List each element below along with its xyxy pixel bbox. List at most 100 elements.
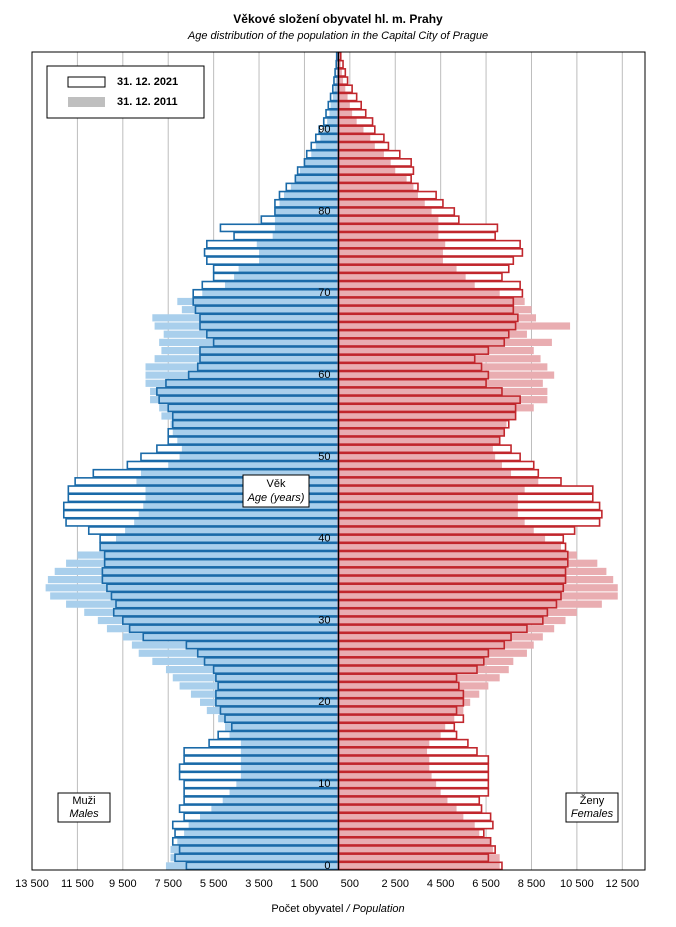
bar-males	[170, 845, 339, 854]
bar-females	[338, 289, 500, 297]
bar-males	[238, 265, 339, 273]
bar-females	[338, 158, 391, 167]
bar-males	[334, 85, 339, 93]
chart-subtitle: Age distribution of the population in th…	[187, 30, 488, 42]
bar-females	[338, 232, 439, 240]
bar-males	[330, 101, 339, 109]
bar-females	[338, 281, 475, 289]
bar-females	[338, 837, 491, 845]
bar-males	[159, 404, 339, 412]
bar-males	[172, 428, 339, 436]
bar-females	[338, 101, 350, 109]
bar-background	[338, 101, 362, 109]
bar-males	[200, 698, 339, 706]
bar-males	[184, 829, 339, 837]
bar-males	[188, 821, 339, 829]
bar-males	[202, 289, 339, 297]
bar-background	[336, 52, 339, 60]
bar-females	[338, 93, 348, 101]
bar-females	[338, 330, 527, 338]
bar-males	[177, 837, 339, 845]
females-label: Ženy	[580, 794, 605, 807]
bar-females	[338, 633, 543, 641]
bar-males	[47, 576, 339, 584]
bar-males	[222, 796, 339, 805]
bar-males	[335, 77, 339, 85]
bar-females	[338, 256, 443, 265]
y-tick-label: 20	[318, 696, 330, 708]
bar-males	[234, 273, 339, 281]
bar-females	[338, 715, 455, 723]
bar-males	[172, 674, 339, 682]
bar-females	[338, 862, 500, 870]
bar-males	[145, 379, 339, 387]
bar-females	[338, 428, 505, 436]
bar-females	[338, 665, 509, 674]
bar-females	[338, 469, 512, 477]
bar-males	[84, 608, 339, 616]
bar-females	[338, 273, 466, 281]
bar-females	[338, 845, 493, 854]
bar-females	[338, 322, 571, 330]
bar-females	[338, 175, 407, 183]
bar-females	[338, 224, 439, 232]
bar-females	[338, 142, 375, 150]
males-box	[57, 792, 111, 823]
bar-females	[338, 551, 577, 559]
bar-females	[338, 371, 555, 379]
bar-females	[338, 461, 502, 469]
bar-females	[338, 338, 552, 346]
bar-females	[338, 821, 475, 829]
bar-males	[150, 396, 339, 404]
bar-females	[338, 477, 539, 486]
bar-females	[338, 68, 342, 77]
bar-females	[338, 240, 446, 248]
bar-males	[152, 657, 339, 666]
legend-label: 31. 12. 2021	[117, 76, 178, 88]
x-tick-label: 3 500	[245, 878, 273, 890]
bar-females	[338, 829, 480, 837]
x-tick-label: 6 500	[472, 878, 500, 890]
females-label-en: Females	[571, 808, 614, 820]
y-tick-label: 90	[318, 124, 330, 136]
bar-males	[299, 167, 339, 175]
bar-males	[116, 535, 339, 543]
bar-males	[177, 436, 339, 445]
bar-females	[338, 207, 432, 216]
bar-males	[143, 502, 339, 510]
bar-males	[125, 526, 339, 535]
bar-females	[338, 60, 341, 68]
bar-females	[338, 698, 471, 706]
bar-males	[336, 68, 339, 77]
bar-males	[177, 297, 339, 306]
bar-males	[290, 183, 339, 191]
bar-females	[338, 682, 489, 690]
bar-males	[240, 764, 339, 772]
bar-males	[272, 232, 339, 240]
y-tick-label: 50	[318, 451, 330, 463]
bar-males	[190, 690, 339, 698]
bar-males	[311, 150, 339, 158]
bar-males	[163, 330, 339, 338]
x-tick-label: 1 500	[291, 878, 319, 890]
x-tick-label: 5 500	[200, 878, 228, 890]
bar-males	[259, 248, 339, 257]
bar-males	[100, 543, 339, 551]
bar-females	[338, 657, 514, 666]
bar-males	[200, 813, 339, 821]
plot-frame	[31, 51, 646, 871]
bar-males	[145, 486, 339, 494]
bar-males	[161, 412, 339, 420]
bar-males	[131, 641, 339, 649]
bar-females	[338, 453, 496, 461]
bar-males	[150, 387, 339, 396]
age-label-en: Age (years)	[247, 492, 305, 504]
bar-females	[338, 494, 518, 502]
bar-males	[229, 731, 339, 739]
bar-females	[338, 649, 527, 657]
bar-males	[295, 175, 339, 183]
bar-females	[338, 616, 566, 625]
bar-males	[327, 117, 339, 126]
bar-males	[240, 739, 339, 747]
